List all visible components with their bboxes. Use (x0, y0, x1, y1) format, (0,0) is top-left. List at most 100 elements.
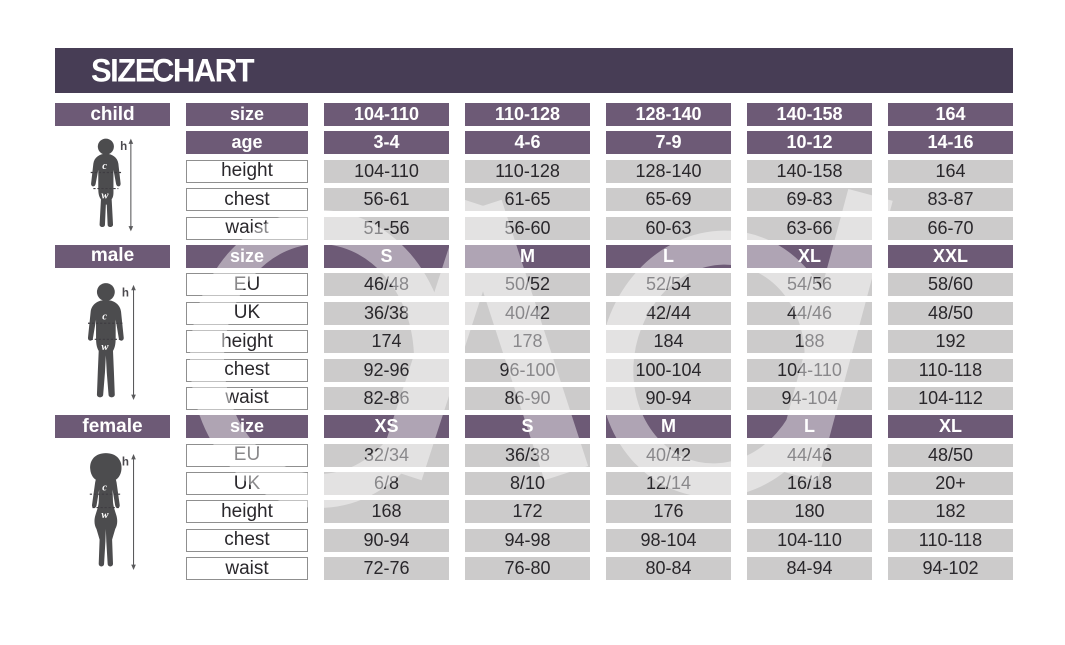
cell-female-size-col2: S (465, 415, 590, 439)
row-label-child-age: age (186, 131, 308, 155)
cell-female-EU-col2: 36/38 (465, 443, 590, 467)
child-silhouette: h c w (90, 139, 133, 232)
cell-child-waist-col3: 60-63 (606, 216, 731, 240)
cell-male-UK-col4: 44/46 (747, 301, 872, 325)
cell-female-chest-col1: 90-94 (324, 528, 449, 552)
cell-male-chest-col1: 92-96 (324, 358, 449, 382)
male-silhouette: h c w (87, 282, 136, 400)
cell-child-age-col5: 14-16 (888, 131, 1013, 155)
section-label-child: child (55, 103, 170, 126)
cell-female-UK-col1: 6/8 (324, 472, 449, 496)
cell-child-height-col1: 104-110 (324, 159, 449, 183)
waist-arrow-label: w (101, 341, 109, 353)
female-silhouette: h c w (89, 453, 136, 571)
cell-male-size-col5: XXL (888, 244, 1013, 268)
row-label-male-waist: waist (186, 386, 308, 410)
child-figure: h c w (55, 131, 170, 239)
cell-female-UK-col4: 16/18 (747, 472, 872, 496)
cell-female-EU-col1: 32/34 (324, 443, 449, 467)
cell-female-height-col3: 176 (606, 500, 731, 524)
cell-male-chest-col5: 110-118 (888, 358, 1013, 382)
cell-male-height-col5: 192 (888, 330, 1013, 354)
row-label-female-chest: chest (186, 528, 308, 552)
row-label-female-waist: waist (186, 557, 308, 581)
row-label-female-height: height (186, 500, 308, 524)
row-label-male-height: height (186, 330, 308, 354)
cell-male-EU-col3: 52/54 (606, 273, 731, 297)
cell-male-waist-col5: 104-112 (888, 386, 1013, 410)
cell-child-age-col2: 4-6 (465, 131, 590, 155)
cell-male-EU-col4: 54/56 (747, 273, 872, 297)
cell-female-size-col1: XS (324, 415, 449, 439)
cell-male-chest-col2: 96-100 (465, 358, 590, 382)
row-label-female-EU: EU (186, 443, 308, 467)
cell-female-waist-col3: 80-84 (606, 557, 731, 581)
cell-female-EU-col5: 48/50 (888, 443, 1013, 467)
chest-arrow-label: c (102, 160, 107, 172)
cell-child-chest-col3: 65-69 (606, 188, 731, 212)
cell-male-waist-col1: 82-86 (324, 386, 449, 410)
section-label-male: male (55, 244, 170, 268)
cell-child-age-col4: 10-12 (747, 131, 872, 155)
cell-male-size-col3: L (606, 244, 731, 268)
cell-female-height-col5: 182 (888, 500, 1013, 524)
cell-female-chest-col2: 94-98 (465, 528, 590, 552)
cell-male-UK-col3: 42/44 (606, 301, 731, 325)
cell-female-EU-col4: 44/46 (747, 443, 872, 467)
cell-child-chest-col2: 61-65 (465, 188, 590, 212)
cell-female-height-col4: 180 (747, 500, 872, 524)
cell-female-height-col2: 172 (465, 500, 590, 524)
cell-male-chest-col4: 104-110 (747, 358, 872, 382)
row-label-child-chest: chest (186, 188, 308, 212)
cell-child-age-col3: 7-9 (606, 131, 731, 155)
cell-child-waist-col4: 63-66 (747, 216, 872, 240)
cell-child-height-col5: 164 (888, 159, 1013, 183)
section-label-female: female (55, 415, 170, 439)
cell-male-height-col2: 178 (465, 330, 590, 354)
cell-child-size-col1: 104-110 (324, 103, 449, 126)
page-title: SIZE CHART (91, 51, 255, 89)
cell-child-waist-col1: 51-56 (324, 216, 449, 240)
row-label-male-chest: chest (186, 358, 308, 382)
cell-female-waist-col2: 76-80 (465, 557, 590, 581)
cell-child-chest-col5: 83-87 (888, 188, 1013, 212)
cell-child-chest-col1: 56-61 (324, 188, 449, 212)
cell-child-height-col2: 110-128 (465, 159, 590, 183)
cell-female-UK-col2: 8/10 (465, 472, 590, 496)
cell-female-waist-col1: 72-76 (324, 557, 449, 581)
waist-arrow-label: w (101, 190, 109, 202)
cell-child-size-col5: 164 (888, 103, 1013, 126)
cell-male-EU-col5: 58/60 (888, 273, 1013, 297)
cell-child-height-col4: 140-158 (747, 159, 872, 183)
row-label-female-size: size (186, 415, 308, 439)
cell-male-height-col3: 184 (606, 330, 731, 354)
cell-female-size-col5: XL (888, 415, 1013, 439)
cell-child-waist-col2: 56-60 (465, 216, 590, 240)
height-arrow-label: h (121, 286, 128, 299)
row-label-male-EU: EU (186, 273, 308, 297)
cell-female-UK-col5: 20+ (888, 472, 1013, 496)
cell-male-UK-col1: 36/38 (324, 301, 449, 325)
cell-female-size-col3: M (606, 415, 731, 439)
cell-male-waist-col4: 94-104 (747, 386, 872, 410)
cell-male-waist-col2: 86-90 (465, 386, 590, 410)
cell-child-height-col3: 128-140 (606, 159, 731, 183)
chest-arrow-label: c (102, 310, 107, 322)
cell-female-chest-col4: 104-110 (747, 528, 872, 552)
cell-male-size-col1: S (324, 244, 449, 268)
cell-male-EU-col2: 50/52 (465, 273, 590, 297)
male-figure: h c w (55, 273, 170, 410)
cell-female-chest-col3: 98-104 (606, 528, 731, 552)
row-label-child-size: size (186, 103, 308, 126)
cell-male-UK-col5: 48/50 (888, 301, 1013, 325)
cell-male-height-col1: 174 (324, 330, 449, 354)
female-figure: h c w (55, 444, 170, 581)
waist-arrow-label: w (101, 509, 109, 521)
cell-female-waist-col4: 84-94 (747, 557, 872, 581)
row-label-male-size: size (186, 244, 308, 268)
cell-child-waist-col5: 66-70 (888, 216, 1013, 240)
row-label-female-UK: UK (186, 472, 308, 496)
title-banner: SIZE CHART (55, 48, 1013, 93)
row-label-child-height: height (186, 159, 308, 183)
